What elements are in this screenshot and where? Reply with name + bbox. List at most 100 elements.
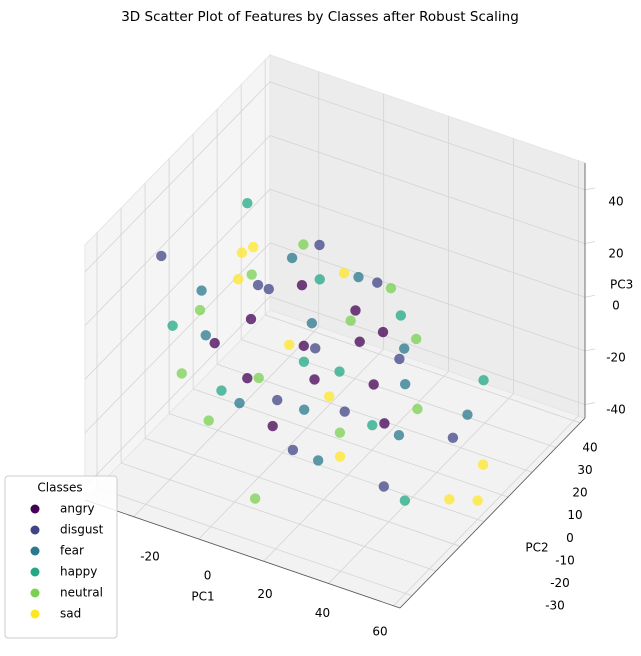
z-tick-label: 40 — [608, 195, 623, 209]
data-point — [306, 318, 318, 329]
y-tick-label: -30 — [545, 599, 565, 613]
y-tick-label: 40 — [582, 441, 597, 455]
data-point — [272, 394, 283, 406]
data-point — [447, 432, 459, 443]
x-axis-label: PC1 — [191, 590, 214, 604]
grid-line — [269, 242, 586, 352]
grid-line — [328, 393, 514, 584]
legend-marker — [30, 588, 40, 598]
data-point — [385, 282, 397, 294]
legend: Classes angry disgust fear happy neutral sad — [4, 475, 118, 639]
data-point — [379, 418, 390, 429]
grid-line — [84, 135, 271, 326]
data-point — [252, 279, 264, 291]
y-tick-label: -20 — [550, 576, 570, 590]
z-tick-label: -40 — [606, 403, 626, 417]
data-point — [478, 375, 489, 386]
grid-line — [269, 81, 586, 191]
data-point — [314, 274, 325, 285]
legend-label: angry — [60, 502, 95, 516]
data-point — [334, 366, 345, 377]
legend-box — [4, 475, 118, 639]
data-point — [345, 315, 356, 326]
grid-line — [263, 370, 449, 562]
z-tick-mark — [584, 294, 596, 298]
data-point — [462, 409, 473, 420]
data-point — [398, 343, 410, 354]
data-point — [196, 285, 207, 296]
data-point — [298, 239, 309, 250]
z-tick-mark — [584, 241, 596, 244]
legend-label: neutral — [60, 586, 103, 600]
data-point — [233, 274, 244, 285]
legend-label: sad — [60, 607, 81, 621]
grid-line — [192, 388, 509, 498]
data-point — [395, 310, 407, 321]
data-point — [377, 326, 389, 338]
data-point — [176, 368, 187, 379]
data-point — [411, 333, 422, 345]
data-point — [209, 337, 220, 349]
z-tick-label: 0 — [612, 299, 620, 313]
grid-line — [393, 415, 579, 607]
data-point — [393, 430, 405, 441]
axis-line — [84, 499, 401, 609]
data-point — [323, 391, 335, 402]
data-point — [298, 340, 309, 352]
grid-line — [217, 363, 533, 473]
data-point — [249, 493, 261, 504]
z-tick-mark — [584, 348, 596, 352]
data-point — [412, 403, 423, 415]
legend-marker — [30, 525, 40, 535]
data-point — [156, 250, 167, 262]
y-tick-label: 0 — [566, 531, 574, 545]
grid-line — [241, 339, 557, 448]
grid-line — [168, 413, 485, 523]
data-point — [368, 379, 379, 390]
grid-line — [96, 487, 413, 597]
data-point — [253, 372, 264, 384]
y-tick-label: -10 — [555, 553, 575, 567]
data-point — [312, 455, 324, 466]
y-axis-label: PC2 — [525, 541, 548, 555]
grid-line — [133, 326, 319, 517]
data-point — [246, 269, 257, 280]
data-point — [298, 356, 310, 367]
z-tick-mark — [584, 187, 596, 191]
z-tick-label: -20 — [606, 351, 626, 365]
z-tick-label: 20 — [608, 247, 623, 261]
legend-label: happy — [60, 565, 97, 579]
data-point — [194, 304, 206, 316]
x-tick-label: 20 — [257, 587, 272, 601]
grid-line — [84, 81, 271, 273]
data-point — [372, 277, 383, 288]
legend-label: disgust — [60, 523, 104, 537]
grid-line — [265, 314, 581, 424]
y-tick-label: 20 — [572, 486, 587, 500]
data-point — [200, 330, 211, 341]
data-point — [234, 397, 245, 409]
data-point — [216, 385, 227, 396]
data-point — [339, 406, 350, 417]
data-point — [350, 305, 361, 316]
data-point — [378, 481, 390, 492]
legend-marker — [30, 609, 40, 619]
x-tick-label: 60 — [372, 625, 387, 639]
grid-line — [144, 437, 461, 547]
data-point — [286, 252, 298, 264]
data-point — [298, 404, 310, 415]
data-point — [477, 459, 489, 470]
z-tick-mark — [584, 402, 596, 405]
data-point — [314, 239, 325, 251]
z-axis-label: PC3 — [610, 278, 633, 292]
y-tick-label: 30 — [577, 463, 592, 477]
grid-line — [84, 188, 271, 380]
data-point — [167, 320, 178, 331]
grid-line — [84, 296, 271, 487]
chart-title: 3D Scatter Plot of Features by Classes a… — [121, 9, 519, 25]
x-tick-label: 40 — [315, 606, 330, 620]
legend-marker — [30, 546, 40, 556]
grid-line — [120, 462, 437, 572]
legend-title: Classes — [37, 481, 82, 495]
